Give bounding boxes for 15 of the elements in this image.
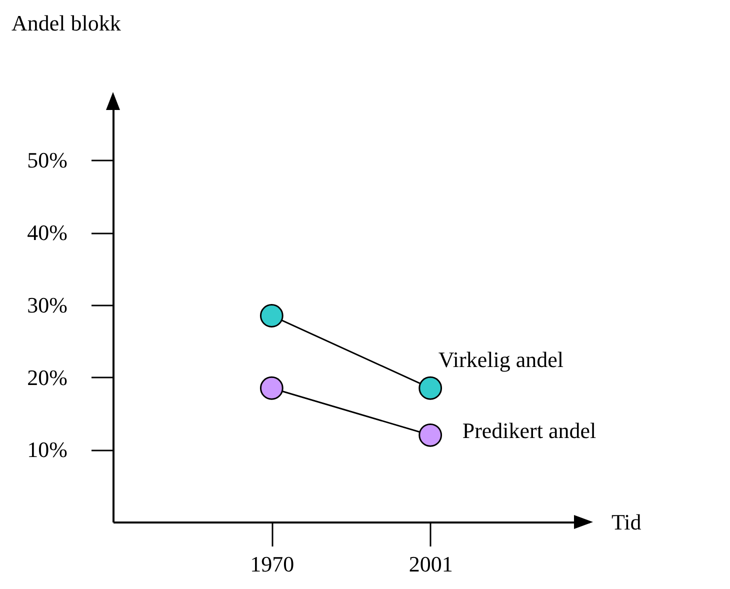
series-label: Virkelig andel	[438, 347, 564, 372]
x-axis-title: Tid	[612, 510, 642, 534]
point	[418, 376, 442, 400]
y-tick-label: 40%	[27, 220, 68, 246]
x-tick-label: 1970	[250, 552, 294, 576]
y-tick-label: 30%	[27, 292, 68, 318]
point	[418, 423, 442, 447]
series-label: Predikert andel	[462, 418, 596, 444]
y-tick-label: 20%	[27, 364, 68, 390]
y-tick-label: 10%	[27, 437, 68, 462]
point	[260, 304, 284, 328]
x-tick-label: 2001	[408, 552, 453, 576]
point	[260, 376, 284, 400]
y-axis-title: Andel blokk	[12, 10, 121, 36]
y-tick-label: 50%	[27, 148, 68, 173]
